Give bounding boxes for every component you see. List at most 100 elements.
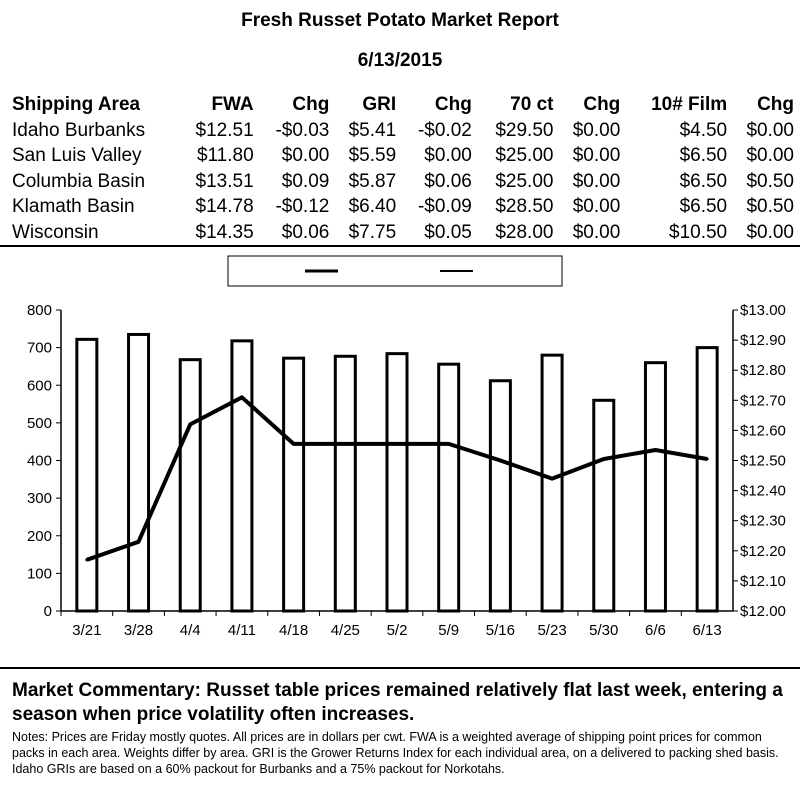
x-tick-label: 3/28 <box>124 622 153 639</box>
y-left-tick-label: 0 <box>44 603 52 620</box>
table-row: Klamath Basin $14.78 -$0.12 $6.40 -$0.09… <box>12 194 794 220</box>
column-header: GRI <box>362 94 397 115</box>
table-cell: $25.00 <box>495 145 554 166</box>
bar <box>643 361 667 613</box>
line-point <box>240 395 244 399</box>
table-cell: $25.00 <box>495 170 554 192</box>
y-right-tick-label: $12.20 <box>740 543 786 560</box>
table-cell: $0.50 <box>746 196 794 217</box>
table-cell: $0.00 <box>746 119 794 141</box>
x-tick-label: 6/6 <box>645 622 666 639</box>
y-right-tick-label: $12.00 <box>740 603 786 620</box>
table-row: Idaho Burbanks $12.51 -$0.03 $5.41 -$0.0… <box>12 118 794 144</box>
table-cell: -$0.12 <box>275 196 330 217</box>
table-cell: $28.00 <box>495 221 554 243</box>
table-cell: -$0.03 <box>275 119 330 141</box>
legend-box <box>227 255 563 287</box>
line-point <box>705 457 709 461</box>
section-divider <box>0 245 800 247</box>
bar <box>75 337 99 613</box>
y-left-tick-label: 800 <box>27 302 52 319</box>
bar <box>127 332 151 613</box>
x-tick-label: 6/13 <box>693 622 722 639</box>
table-cell: $0.00 <box>746 221 794 243</box>
table-cell: Klamath Basin <box>12 196 135 217</box>
report-notes: Notes: Prices are Friday mostly quotes. … <box>12 730 779 776</box>
column-header: Chg <box>434 94 472 115</box>
table-cell: -$0.09 <box>417 196 472 217</box>
bar <box>282 356 306 613</box>
table-cell: $5.59 <box>348 145 397 166</box>
table-cell: Wisconsin <box>12 221 99 243</box>
section-divider <box>0 667 800 669</box>
y-left-tick-label: 400 <box>27 453 52 470</box>
x-tick-label: 4/25 <box>331 622 360 639</box>
line-point <box>653 448 657 452</box>
table-cell: $6.50 <box>679 145 728 166</box>
table-cell: $10.50 <box>669 221 728 243</box>
market-commentary: Market Commentary: Russet table prices r… <box>12 680 783 725</box>
bar <box>488 379 512 613</box>
column-header: Shipping Area <box>12 94 141 115</box>
bar <box>540 353 564 613</box>
table-cell: $6.50 <box>679 170 728 192</box>
y-right-tick-label: $12.10 <box>740 573 786 590</box>
x-tick-label: 5/2 <box>387 622 408 639</box>
x-tick-label: 5/23 <box>537 622 566 639</box>
bar <box>333 354 357 613</box>
table-cell: $11.80 <box>196 145 254 166</box>
y-left-tick-label: 300 <box>27 490 52 507</box>
bar <box>592 398 616 613</box>
table-cell: $4.50 <box>679 119 728 141</box>
line-point <box>85 558 89 562</box>
table-cell: $0.00 <box>572 145 621 166</box>
y-left-tick-label: 200 <box>27 528 52 545</box>
table-cell: $0.00 <box>424 145 472 166</box>
y-right-tick-label: $12.90 <box>740 332 786 349</box>
table-cell: $0.50 <box>746 170 794 192</box>
column-header: 10# Film <box>651 94 728 115</box>
table-cell: $0.00 <box>572 196 621 217</box>
table-cell: $0.00 <box>572 221 621 243</box>
x-tick-label: 5/9 <box>438 622 459 639</box>
bar <box>695 346 719 613</box>
line-point <box>602 457 606 461</box>
report-title: Fresh Russet Potato Market Report <box>241 10 559 31</box>
line-point <box>292 442 296 446</box>
table-row: San Luis Valley $11.80 $0.00 $5.59 $0.00… <box>12 143 794 169</box>
table-cell: $14.35 <box>195 221 254 243</box>
y-left-tick-label: 100 <box>27 565 52 582</box>
table-cell: $6.50 <box>679 196 728 217</box>
table-cell: $0.06 <box>424 170 472 192</box>
table-cell: $28.50 <box>495 196 554 217</box>
report-date: 6/13/2015 <box>357 50 443 71</box>
y-right-tick-label: $12.40 <box>740 483 786 500</box>
table-cell: $5.41 <box>348 119 397 141</box>
x-tick-label: 4/11 <box>228 622 256 639</box>
table-cell: $0.00 <box>572 170 621 192</box>
y-right-tick-label: $12.70 <box>740 392 786 409</box>
column-header: Chg <box>583 94 621 115</box>
table-cell: $0.00 <box>281 145 330 166</box>
y-left-tick-label: 600 <box>27 377 52 394</box>
table-header-row: Shipping Area FWA Chg GRI Chg 70 ct Chg … <box>12 92 794 118</box>
bar <box>230 339 254 613</box>
line-point <box>395 442 399 446</box>
y-left-tick-label: 700 <box>27 340 52 357</box>
x-tick-label: 4/18 <box>279 622 308 639</box>
table-row: Columbia Basin $13.51 $0.09 $5.87 $0.06 … <box>12 169 794 195</box>
bar <box>385 352 409 613</box>
price-chart: 0 100 200 300 400 500 600 700 800 $12.00 $12.10 $12… <box>27 255 786 639</box>
table-cell: $0.00 <box>746 145 794 166</box>
table-cell: $6.40 <box>348 196 397 217</box>
bar <box>178 358 202 613</box>
bar <box>437 362 461 613</box>
table-cell: $13.51 <box>195 170 254 192</box>
table-cell: $7.75 <box>348 221 397 243</box>
table-cell: Idaho Burbanks <box>12 119 146 141</box>
column-header: FWA <box>211 94 254 115</box>
line-point <box>550 477 554 481</box>
table-cell: $0.09 <box>281 170 330 192</box>
x-tick-label: 5/30 <box>589 622 618 639</box>
table-cell: Columbia Basin <box>12 170 146 192</box>
